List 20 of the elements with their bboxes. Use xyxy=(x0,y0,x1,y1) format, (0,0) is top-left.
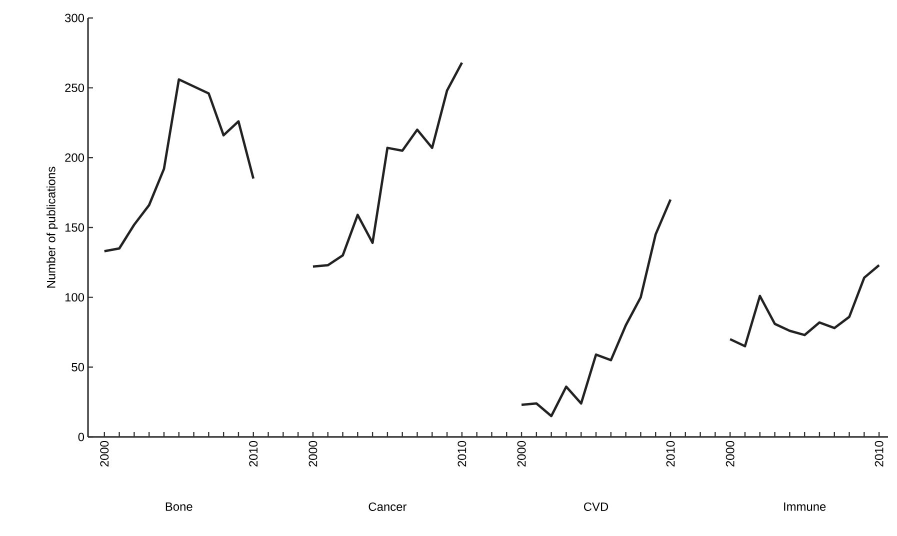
x-tick-label: 2000 xyxy=(517,440,526,467)
x-tick-label: 2000 xyxy=(726,440,734,467)
y-tick-label: 0 xyxy=(78,432,84,442)
y-tick-label: 250 xyxy=(65,84,84,92)
text: Immune xyxy=(784,502,826,511)
y-tick-label: 300 xyxy=(64,14,84,22)
x-tick-label: 2010 xyxy=(249,440,258,467)
text: Bone xyxy=(166,502,192,511)
y-tick-label: 100 xyxy=(65,293,84,302)
x-tick-label: 2010 xyxy=(666,440,675,467)
text: Cancer xyxy=(368,502,407,511)
y-axis-title: Number of publications xyxy=(46,166,58,288)
y-tick-label: 150 xyxy=(65,223,84,232)
x-tick-label: 2000 xyxy=(100,440,109,467)
x-tick-label: 2000 xyxy=(308,440,318,467)
x-tick-label: 2010 xyxy=(874,440,884,467)
text: CVD xyxy=(584,502,608,511)
y-tick-label: 200 xyxy=(65,153,84,162)
y-tick-label: 50 xyxy=(72,362,84,372)
x-tick-label: 2010 xyxy=(458,440,466,467)
